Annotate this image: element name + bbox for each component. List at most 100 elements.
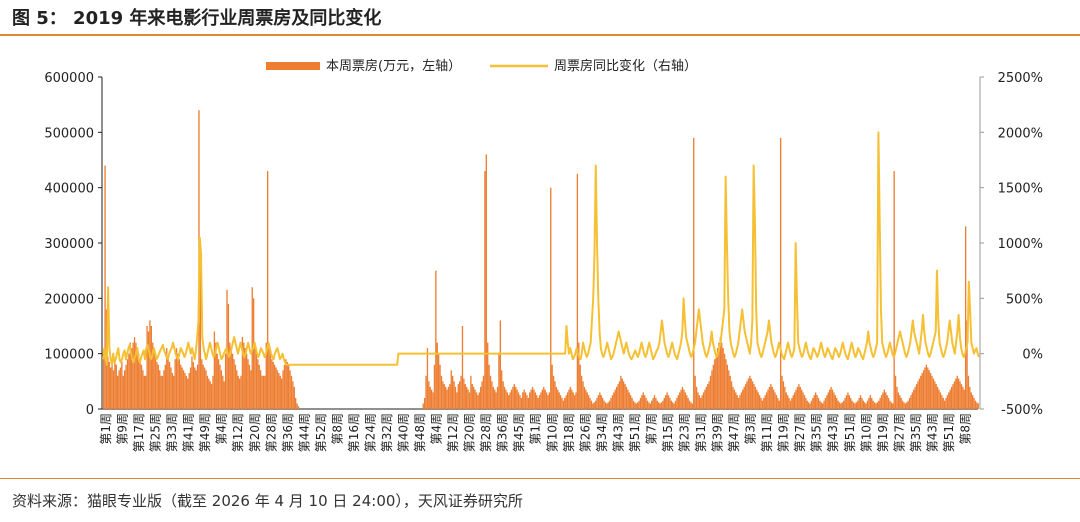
bar [579, 364, 581, 409]
bar [282, 370, 284, 409]
bar [677, 395, 679, 409]
bar [576, 173, 579, 409]
bar [708, 381, 710, 409]
bar [876, 402, 879, 409]
bar [440, 375, 443, 409]
bar [208, 378, 210, 409]
bar [960, 384, 963, 409]
bar [422, 403, 424, 409]
bar [573, 395, 576, 409]
bar [163, 370, 165, 409]
left-tick-label: 300000 [44, 237, 94, 252]
bar [775, 395, 778, 409]
bar [531, 386, 534, 409]
bar [687, 397, 689, 409]
chart-legend: 本周票房(万元，左轴） 周票房同比变化（右轴） [266, 58, 697, 74]
bar [446, 389, 448, 409]
bar [177, 353, 179, 409]
bar [478, 392, 480, 409]
bar [967, 375, 970, 409]
bar [205, 370, 207, 409]
bar [104, 165, 106, 409]
bar [194, 367, 196, 409]
bar [756, 389, 758, 409]
bar [125, 364, 127, 409]
bar [152, 342, 154, 409]
bar [907, 400, 909, 409]
bar [855, 402, 857, 409]
bar [432, 392, 434, 409]
bar [166, 348, 168, 409]
bar [785, 392, 787, 409]
bar [743, 386, 745, 409]
bar [488, 364, 490, 409]
bar [481, 381, 483, 409]
bar [772, 389, 775, 409]
bar [285, 359, 287, 409]
x-tick-label: 第19周 [876, 413, 890, 452]
bar [908, 397, 911, 409]
bar [561, 397, 563, 409]
bar [219, 364, 221, 409]
bar [631, 397, 633, 409]
bar [262, 375, 265, 409]
bar [624, 384, 626, 409]
bar [245, 353, 248, 409]
bar [254, 342, 256, 409]
bar [212, 375, 214, 409]
bar [234, 364, 237, 409]
x-tick-label: 第10周 [859, 413, 873, 452]
bar [244, 348, 246, 409]
bar [666, 392, 668, 409]
bar [808, 402, 810, 409]
bar [830, 386, 832, 409]
bar [187, 378, 189, 409]
bar [449, 384, 451, 409]
bar [885, 392, 887, 409]
bar [744, 384, 747, 409]
bar [806, 400, 808, 409]
bar [704, 389, 706, 409]
bar [587, 395, 590, 409]
bar [499, 320, 501, 409]
bar [279, 375, 281, 409]
bar [580, 375, 583, 409]
x-tick-label: 第51周 [628, 413, 642, 452]
bar-series [103, 110, 979, 409]
bar [714, 359, 716, 409]
bar [590, 400, 593, 409]
bar [929, 373, 932, 409]
bar [222, 375, 224, 409]
bar [297, 406, 300, 409]
bar [480, 386, 482, 409]
bar [596, 397, 598, 409]
bar [266, 171, 269, 409]
bar [735, 392, 737, 409]
page-title: 图 5： 2019 年来电影行业周票房及同比变化 [12, 8, 382, 29]
bar [893, 171, 895, 409]
bar [551, 364, 553, 409]
bar [697, 392, 699, 409]
bar [615, 386, 618, 409]
x-tick-label: 第18周 [562, 413, 576, 452]
bar [492, 386, 494, 409]
bar [231, 353, 234, 409]
bar [645, 397, 647, 409]
bar [215, 342, 217, 409]
bar [932, 378, 935, 409]
bar [278, 373, 280, 409]
bar [489, 375, 492, 409]
x-tick-label: 第35周 [810, 413, 824, 452]
bar [545, 392, 548, 409]
bar [784, 386, 786, 409]
bar [736, 395, 738, 409]
bar [496, 386, 499, 409]
bar [883, 389, 886, 409]
bar [520, 397, 523, 409]
weekly-box-office-chart: 本周票房(万元，左轴） 周票房同比变化（右轴） 0 100000 200000 300… [44, 58, 1043, 452]
bar [820, 402, 822, 409]
bar [430, 389, 433, 409]
bar [510, 389, 513, 409]
bar [600, 395, 602, 409]
bar [275, 367, 277, 409]
